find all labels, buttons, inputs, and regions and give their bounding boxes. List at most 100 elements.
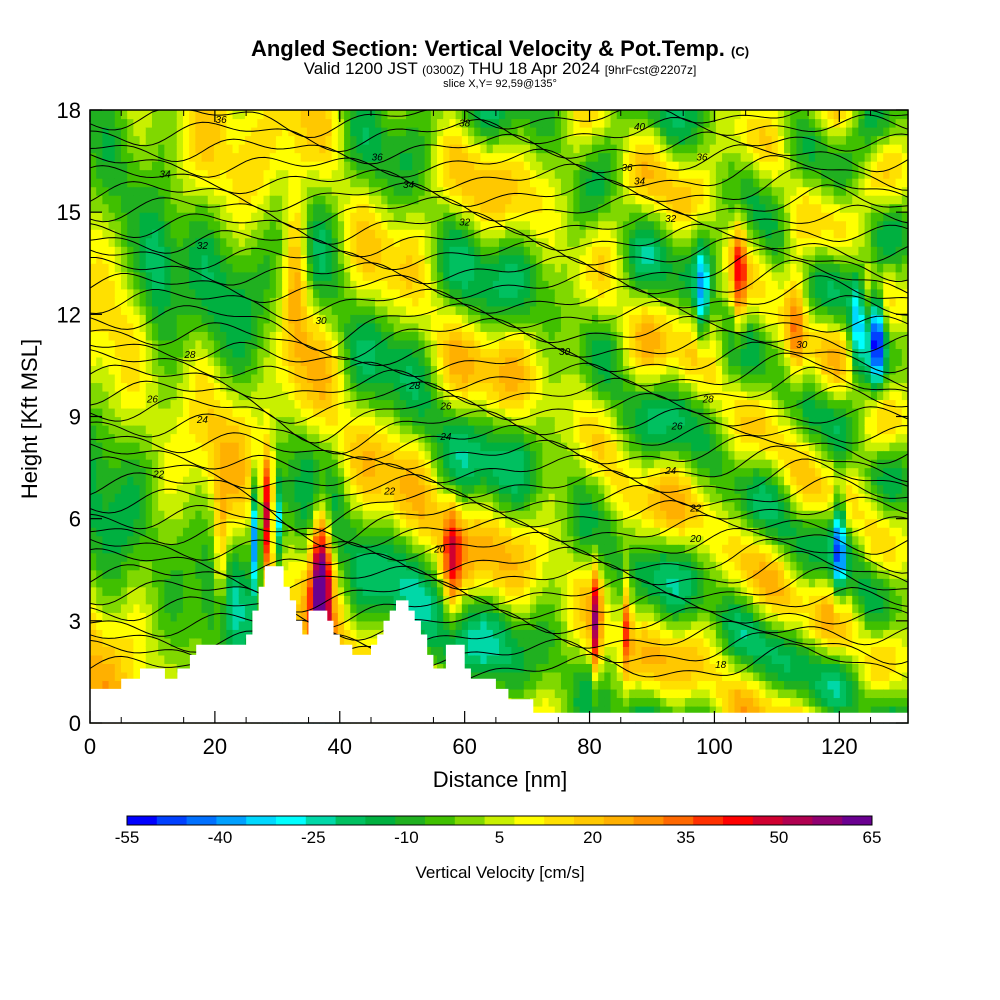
colorbar-swatch	[723, 816, 754, 825]
contour-label: 26	[439, 401, 452, 412]
x-tick-label: 100	[696, 734, 733, 759]
theta-contour-line	[89, 352, 909, 400]
theta-contour-line	[89, 550, 909, 595]
contour-label: 32	[459, 217, 471, 228]
contour-label: 22	[152, 469, 165, 480]
colorbar-tick-label: 35	[676, 828, 695, 847]
theta-contour-line	[89, 406, 909, 455]
contour-label: 38	[459, 119, 471, 130]
theta-contour-line	[90, 248, 909, 286]
x-tick-label: 120	[821, 734, 858, 759]
y-axis-label: Height [Kft MSL]	[17, 338, 42, 500]
colorbar-swatch	[186, 816, 217, 825]
colorbar-swatch	[752, 816, 783, 825]
title-suffix: (C)	[731, 44, 750, 59]
contour-label: 20	[689, 534, 702, 545]
x-tick-label: 0	[84, 734, 96, 759]
theta-contour-line	[89, 315, 909, 361]
contour-label: 24	[664, 466, 677, 477]
y-tick-label: 15	[57, 200, 81, 225]
colorbar-tick-label: -40	[208, 828, 233, 847]
colorbar-swatch	[842, 816, 873, 825]
theta-contour-line	[89, 144, 909, 178]
theta-contour-line	[89, 434, 909, 473]
x-axis-label: Distance [nm]	[432, 767, 568, 792]
colorbar-swatch	[335, 816, 366, 825]
colorbar-swatch	[246, 816, 277, 825]
y-tick-label: 18	[57, 98, 81, 123]
valid-date: THU 18 Apr 2024	[468, 59, 600, 78]
contour-label: 30	[559, 347, 571, 358]
theta-contour-line	[89, 475, 909, 536]
colorbar: -55 -40 -25 -10 5 20 35 50 65	[115, 815, 882, 847]
contour-label: 22	[383, 486, 396, 497]
theta-contour-line	[89, 114, 909, 153]
contour-label: 28	[408, 381, 421, 392]
y-tick-label: 0	[69, 711, 81, 736]
contour-label: 28	[702, 395, 715, 406]
theta-contour-line	[89, 586, 909, 629]
colorbar-swatch	[156, 816, 187, 825]
colorbar-tick-label: 5	[495, 828, 504, 847]
theta-contour-line	[89, 131, 909, 165]
colorbar-swatch	[812, 816, 843, 825]
contour-label: 20	[433, 544, 446, 555]
forecast-info: [9hrFcst@2207z]	[604, 63, 697, 77]
colorbar-label: Vertical Velocity [cm/s]	[415, 863, 585, 882]
contour-label: 24	[439, 432, 452, 443]
contour-label: 18	[715, 660, 727, 671]
theta-contour-line	[89, 184, 909, 230]
colorbar-tick-label: 50	[769, 828, 788, 847]
theta-contour-line	[89, 385, 909, 444]
colorbar-swatch	[216, 816, 247, 825]
theta-contour-line	[89, 620, 909, 654]
x-tick-label: 40	[328, 734, 352, 759]
theta-contour-line	[89, 445, 909, 489]
y-tick-label: 6	[69, 507, 81, 532]
contour-label: 36	[372, 153, 384, 164]
contour-label: 34	[403, 180, 415, 191]
colorbar-tick-label: 20	[583, 828, 602, 847]
contour-label: 34	[634, 177, 646, 188]
colorbar-swatch	[484, 816, 515, 825]
colorbar-swatch	[633, 816, 664, 825]
contour-label: 30	[796, 340, 808, 351]
slice-info: slice X,Y= 92,59@135°	[443, 78, 557, 90]
chart-subtitle: Valid 1200 JST (0300Z) THU 18 Apr 2024 […	[0, 59, 1000, 79]
colorbar-swatch	[454, 816, 485, 825]
theta-contour-line	[89, 275, 909, 322]
theta-contour-line	[89, 109, 909, 139]
colorbar-tick-label: 65	[863, 828, 882, 847]
colorbar-swatch	[663, 816, 694, 825]
contour-label: 36	[216, 115, 228, 126]
colorbar-swatch	[305, 816, 336, 825]
x-tick-label: 60	[452, 734, 476, 759]
terrain	[90, 566, 908, 723]
contour-label: 30	[315, 316, 327, 327]
contour-label: 40	[634, 122, 646, 133]
colorbar-swatch	[425, 816, 456, 825]
contour-label: 32	[665, 214, 677, 225]
contour-label: 22	[689, 504, 702, 515]
theta-contour-line	[89, 422, 909, 461]
contour-label: 28	[183, 350, 196, 361]
theta-contour-line	[89, 223, 909, 258]
theta-contour-line	[89, 237, 909, 271]
colorbar-swatch	[127, 816, 158, 825]
contour-label: 32	[197, 241, 209, 252]
theta-contour-line	[89, 458, 909, 514]
colorbar-swatch	[395, 816, 426, 825]
theta-contour-line	[89, 204, 909, 245]
colorbar-swatch	[782, 816, 813, 825]
theta-contour-line	[89, 527, 909, 561]
velocity-field	[90, 110, 909, 724]
theta-contour-line	[89, 538, 909, 578]
theta-contour-line	[89, 366, 909, 424]
contour-label: 26	[146, 395, 159, 406]
theta-contours	[89, 109, 909, 686]
contour-label: 34	[159, 170, 171, 181]
valid-time: Valid 1200 JST	[303, 59, 418, 78]
colorbar-swatch	[544, 816, 575, 825]
